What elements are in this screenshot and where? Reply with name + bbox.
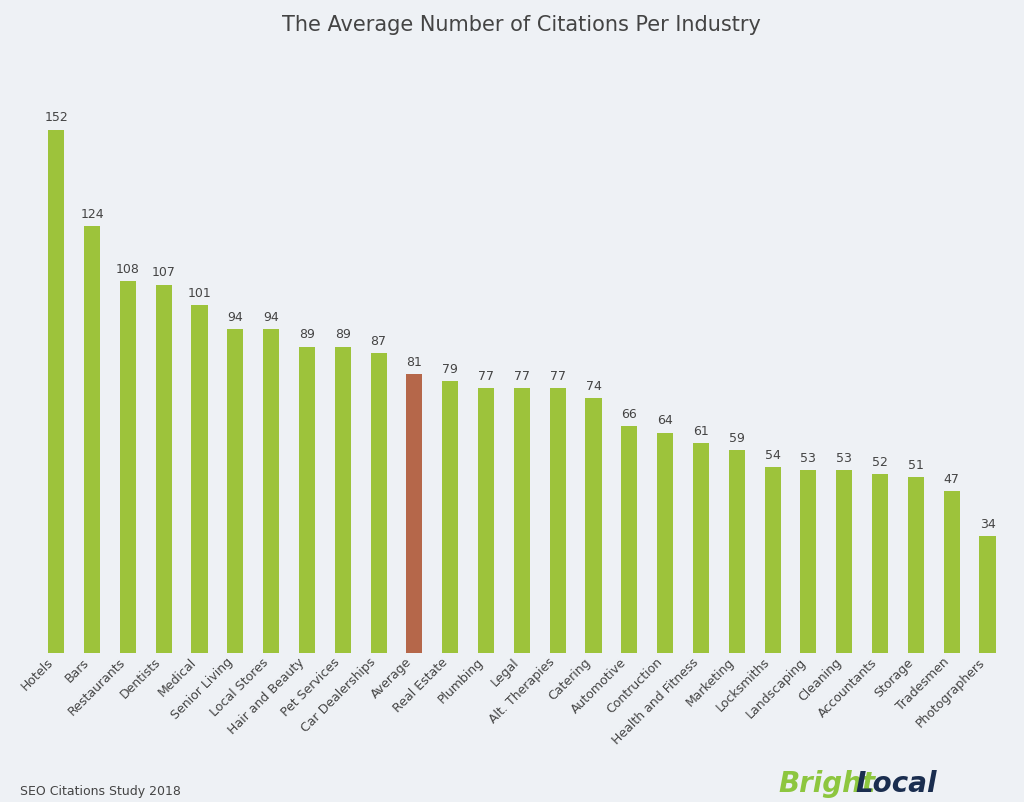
Bar (765, 467, 780, 653)
Bar (729, 450, 744, 653)
Bar (227, 330, 244, 653)
Bar (837, 471, 852, 653)
Bar (48, 130, 65, 653)
Bar (872, 474, 888, 653)
Bar (156, 285, 172, 653)
Text: 77: 77 (550, 370, 565, 383)
Text: SEO Citations Study 2018: SEO Citations Study 2018 (20, 785, 181, 798)
Bar (263, 330, 280, 653)
Text: Local: Local (855, 770, 937, 798)
Bar (979, 536, 995, 653)
Bar (801, 471, 816, 653)
Text: 64: 64 (657, 415, 673, 427)
Text: 74: 74 (586, 380, 601, 393)
Bar (908, 477, 924, 653)
Text: 87: 87 (371, 335, 387, 348)
Text: 53: 53 (801, 452, 816, 465)
Text: 59: 59 (729, 431, 744, 444)
Bar (84, 226, 100, 653)
Text: 34: 34 (980, 518, 995, 531)
Text: 124: 124 (80, 208, 103, 221)
Bar (586, 398, 601, 653)
Text: 101: 101 (187, 287, 211, 300)
Text: 107: 107 (152, 266, 175, 279)
Bar (407, 374, 423, 653)
Text: 53: 53 (837, 452, 852, 465)
Text: 66: 66 (622, 407, 637, 420)
Bar (550, 388, 565, 653)
Text: 52: 52 (872, 456, 888, 468)
Bar (191, 306, 208, 653)
Text: 51: 51 (908, 460, 924, 472)
Text: 94: 94 (263, 311, 279, 324)
Bar (299, 346, 315, 653)
Bar (657, 432, 673, 653)
Text: 77: 77 (478, 370, 494, 383)
Bar (693, 443, 709, 653)
Text: 81: 81 (407, 356, 422, 369)
Text: Bright: Bright (778, 770, 876, 798)
Bar (944, 491, 959, 653)
Bar (622, 426, 637, 653)
Text: 61: 61 (693, 425, 709, 438)
Text: 89: 89 (335, 328, 350, 342)
Text: 108: 108 (116, 263, 139, 276)
Bar (120, 281, 136, 653)
Text: 152: 152 (44, 111, 68, 124)
Bar (442, 381, 459, 653)
Text: 54: 54 (765, 449, 780, 462)
Bar (478, 388, 495, 653)
Bar (371, 354, 387, 653)
Text: 94: 94 (227, 311, 243, 324)
Text: 47: 47 (944, 473, 959, 486)
Bar (514, 388, 529, 653)
Title: The Average Number of Citations Per Industry: The Average Number of Citations Per Indu… (283, 15, 761, 35)
Bar (335, 346, 351, 653)
Text: 89: 89 (299, 328, 314, 342)
Text: 79: 79 (442, 363, 458, 376)
Text: 77: 77 (514, 370, 529, 383)
